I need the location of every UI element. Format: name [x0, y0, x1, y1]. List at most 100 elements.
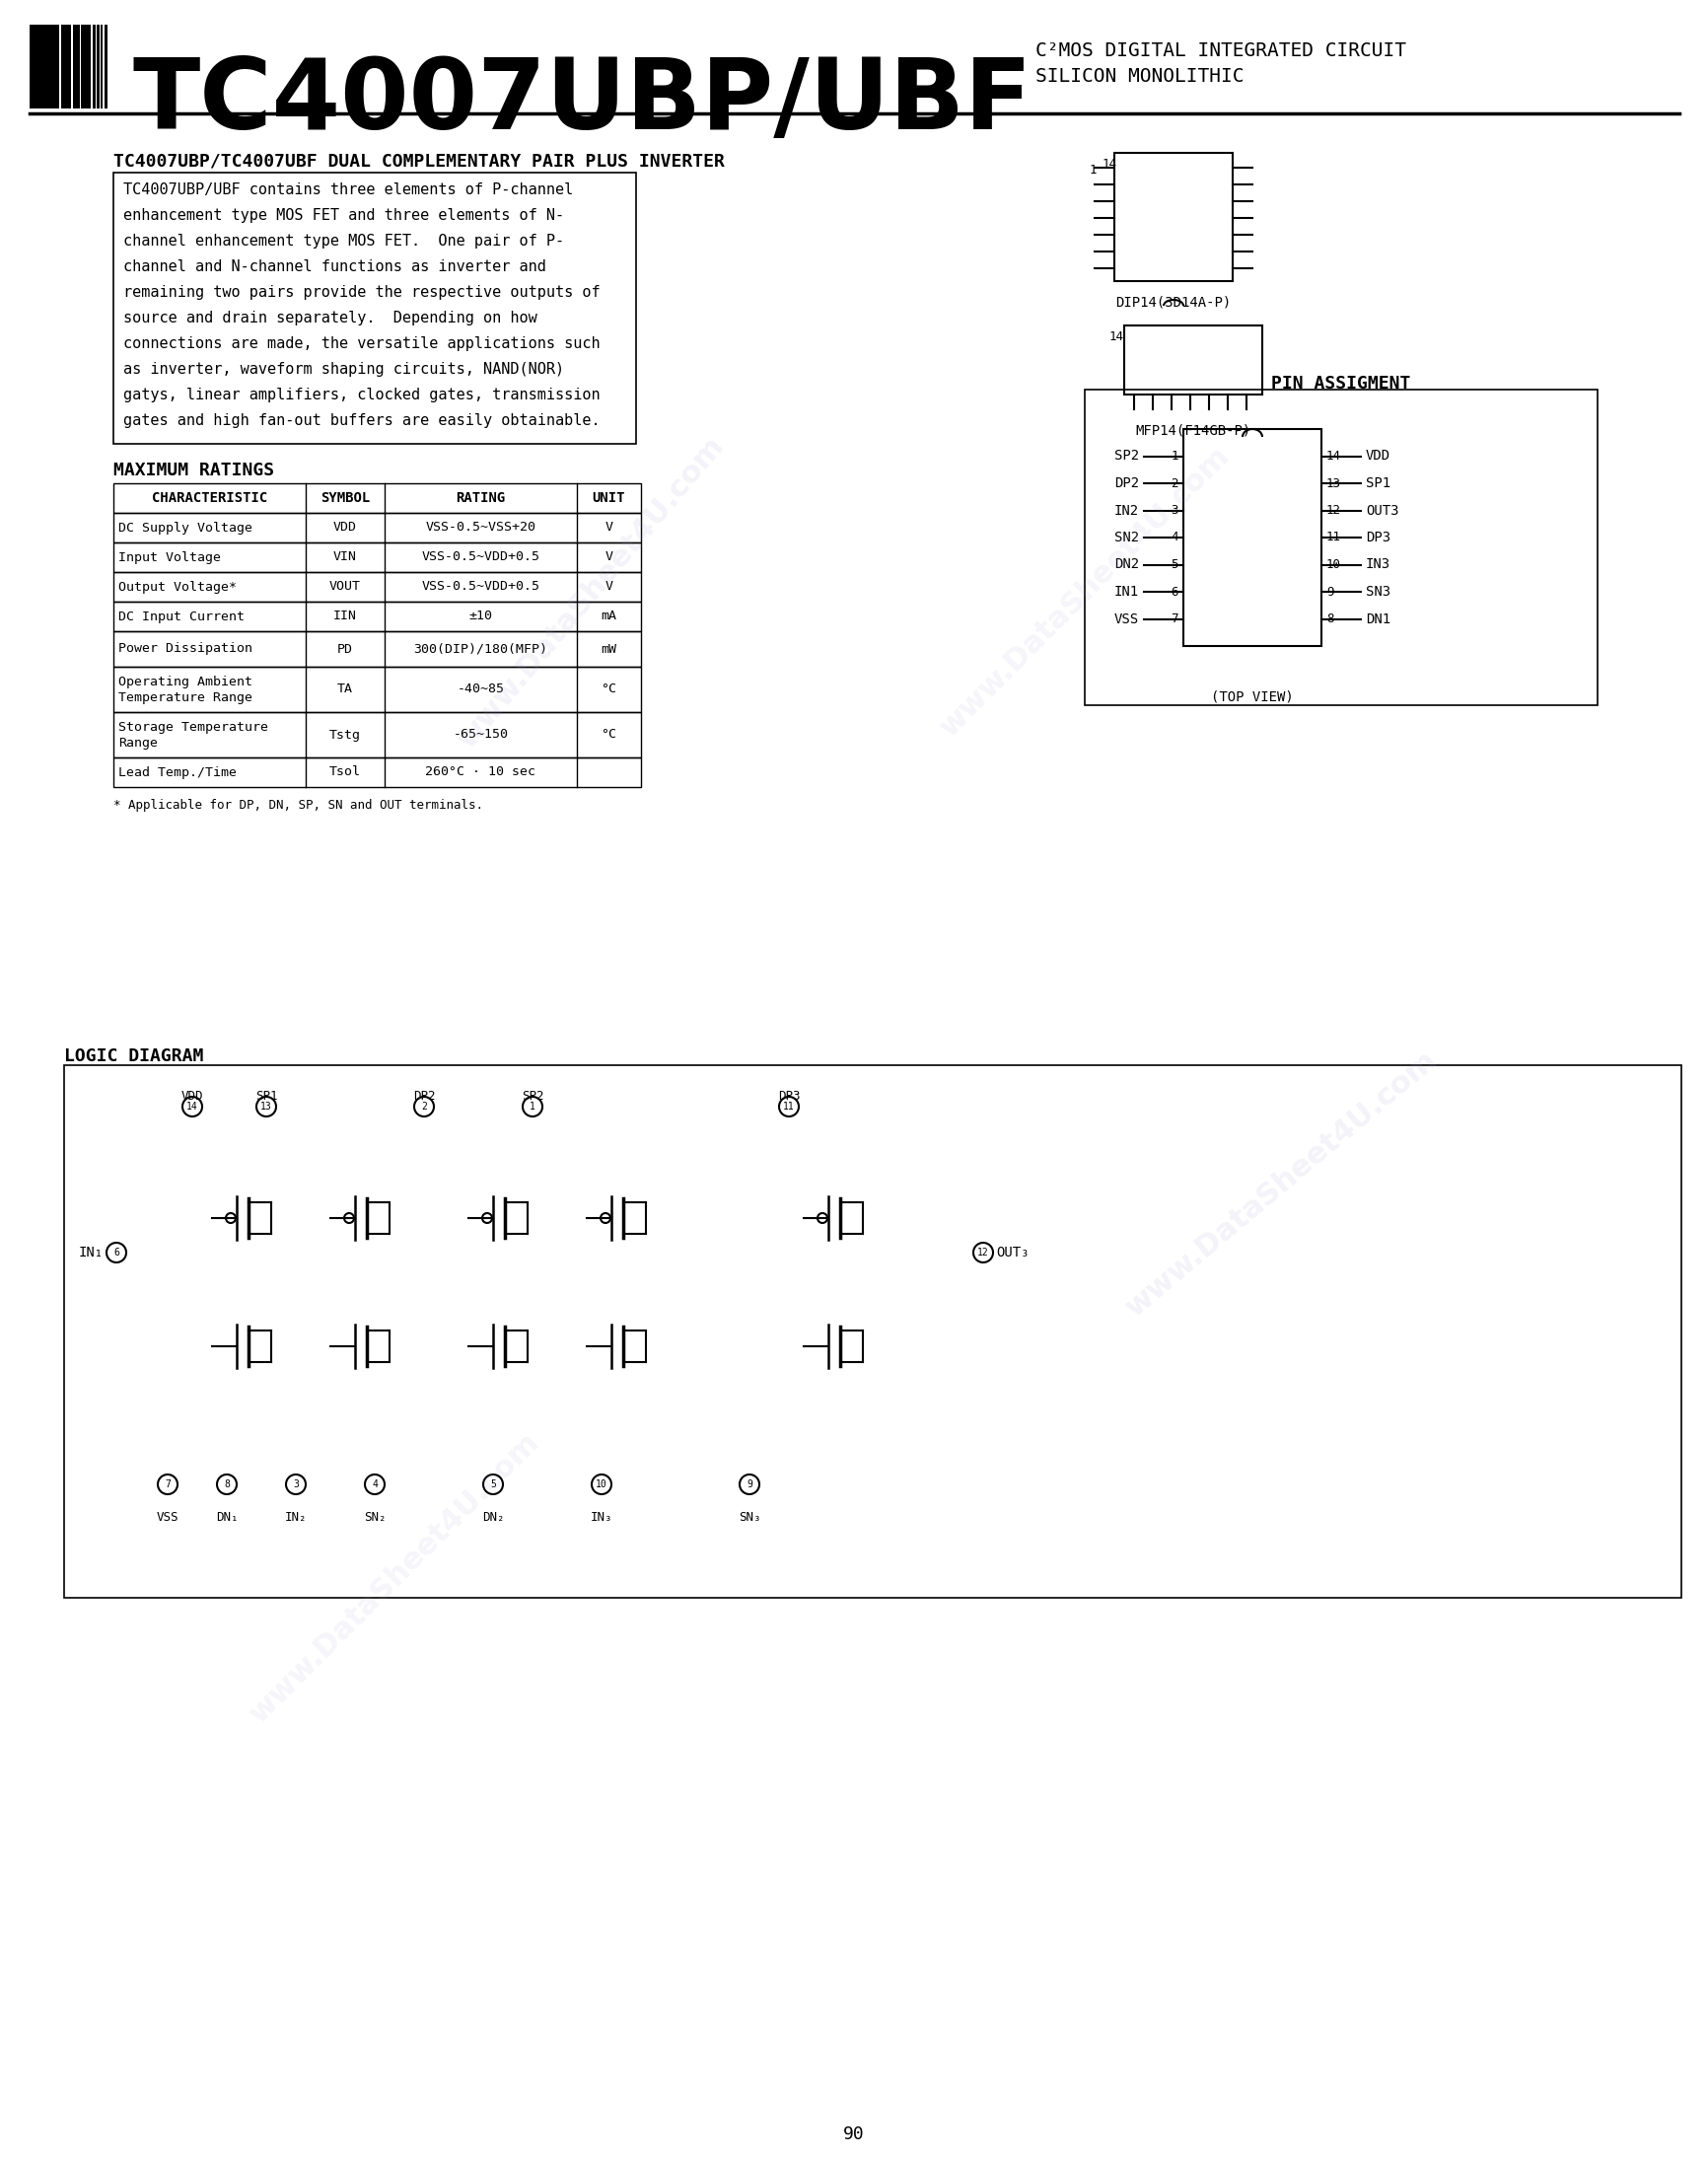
Text: DP2: DP2 [1114, 477, 1138, 490]
Text: Output Voltage*: Output Voltage* [118, 580, 236, 593]
Bar [92, 24, 96, 108]
Text: SN2: SN2 [1114, 531, 1138, 544]
Text: °C: °C [601, 729, 617, 742]
Text: -65~150: -65~150 [453, 729, 507, 742]
Text: 260°C · 10 sec: 260°C · 10 sec [425, 766, 536, 779]
Text: MAXIMUM RATINGS: MAXIMUM RATINGS [113, 462, 273, 479]
Text: -40~85: -40~85 [456, 684, 504, 697]
Text: www.DataSheet4U.com: www.DataSheet4U.com [453, 431, 729, 753]
Text: DC Supply Voltage: DC Supply Voltage [118, 522, 253, 535]
Bar [113, 712, 640, 757]
Bar [101, 24, 104, 108]
Text: 1: 1 [1090, 164, 1097, 177]
Text: 14: 14 [1108, 330, 1124, 343]
Text: IN₁: IN₁ [79, 1247, 104, 1260]
Text: 12: 12 [977, 1247, 989, 1258]
Circle shape [256, 1096, 277, 1117]
Bar [113, 602, 640, 632]
Text: CHARACTERISTIC: CHARACTERISTIC [152, 492, 266, 505]
Text: 6: 6 [113, 1247, 120, 1258]
Circle shape [413, 1096, 434, 1117]
Text: VDD: VDD [181, 1089, 203, 1102]
Text: 3: 3 [292, 1480, 299, 1488]
Bar [41, 24, 44, 108]
Text: 14: 14 [1102, 157, 1117, 170]
Text: IN₂: IN₂ [285, 1512, 307, 1523]
Text: 8: 8 [1325, 613, 1332, 626]
Text: SP1: SP1 [1365, 477, 1390, 490]
Text: TC4007UBP/UBF contains three elements of P-channel: TC4007UBP/UBF contains three elements of… [123, 183, 572, 196]
Text: IN1: IN1 [1114, 585, 1138, 600]
Text: SYMBOL: SYMBOL [319, 492, 369, 505]
Bar [113, 572, 640, 602]
Text: gates and high fan-out buffers are easily obtainable.: gates and high fan-out buffers are easil… [123, 414, 600, 427]
Circle shape [217, 1475, 236, 1495]
Text: RATING: RATING [456, 492, 506, 505]
Text: Operating Ambient: Operating Ambient [118, 675, 253, 688]
Bar [53, 24, 58, 108]
Text: IN₃: IN₃ [589, 1512, 611, 1523]
Text: Input Voltage: Input Voltage [118, 550, 220, 563]
Text: 8: 8 [224, 1480, 229, 1488]
Text: IN3: IN3 [1365, 559, 1390, 572]
Text: 3: 3 [1170, 505, 1179, 518]
Bar [65, 1066, 1681, 1598]
Circle shape [779, 1096, 798, 1117]
Text: enhancement type MOS FET and three elements of N-: enhancement type MOS FET and three eleme… [123, 207, 564, 222]
Text: C²MOS DIGITAL INTEGRATED CIRCUIT: C²MOS DIGITAL INTEGRATED CIRCUIT [1035, 41, 1406, 60]
Text: Tstg: Tstg [330, 729, 360, 742]
Bar [56, 24, 61, 108]
Text: VSS: VSS [1114, 613, 1138, 626]
Text: * Applicable for DP, DN, SP, SN and OUT terminals.: * Applicable for DP, DN, SP, SN and OUT … [113, 798, 483, 811]
Text: 1: 1 [1170, 451, 1179, 462]
Text: SILICON MONOLITHIC: SILICON MONOLITHIC [1035, 67, 1243, 86]
Text: 11: 11 [782, 1102, 794, 1111]
Text: www.DataSheet4U.com: www.DataSheet4U.com [934, 442, 1235, 742]
Bar [1124, 326, 1262, 395]
Text: DP3: DP3 [1365, 531, 1390, 544]
Text: Range: Range [118, 736, 157, 748]
Bar [38, 24, 39, 108]
Text: 9: 9 [1325, 585, 1332, 597]
Text: SP1: SP1 [254, 1089, 277, 1102]
Text: source and drain separately.  Depending on how: source and drain separately. Depending o… [123, 311, 536, 326]
Bar [104, 24, 108, 108]
Bar [77, 24, 80, 108]
Text: remaining two pairs provide the respective outputs of: remaining two pairs provide the respecti… [123, 285, 600, 300]
Circle shape [183, 1096, 202, 1117]
Text: (TOP VIEW): (TOP VIEW) [1211, 690, 1293, 703]
Bar [61, 24, 65, 108]
Bar [113, 667, 640, 712]
Text: 13: 13 [260, 1102, 272, 1111]
Text: V: V [605, 550, 613, 563]
Text: 12: 12 [1325, 505, 1341, 518]
Circle shape [482, 1212, 492, 1223]
Text: 11: 11 [1325, 531, 1341, 544]
Text: VSS: VSS [157, 1512, 179, 1523]
Text: SP2: SP2 [1114, 449, 1138, 464]
Text: DN₂: DN₂ [482, 1512, 504, 1523]
Bar [34, 24, 36, 108]
Text: mW: mW [601, 643, 617, 656]
Text: 5: 5 [490, 1480, 495, 1488]
Circle shape [157, 1475, 178, 1495]
Text: SP2: SP2 [521, 1089, 543, 1102]
Circle shape [591, 1475, 611, 1495]
Text: PIN ASSIGMENT: PIN ASSIGMENT [1271, 375, 1411, 393]
Text: VIN: VIN [333, 550, 357, 563]
Text: www.DataSheet4U.com: www.DataSheet4U.com [244, 1428, 545, 1728]
Text: channel enhancement type MOS FET.  One pair of P-: channel enhancement type MOS FET. One pa… [123, 233, 564, 248]
Text: 13: 13 [1325, 477, 1341, 490]
Text: 9: 9 [746, 1480, 752, 1488]
Circle shape [225, 1212, 236, 1223]
Circle shape [106, 1242, 126, 1262]
Bar [113, 541, 640, 572]
Text: VSS-0.5~VSS+20: VSS-0.5~VSS+20 [425, 522, 536, 535]
Text: PD: PD [336, 643, 354, 656]
Text: gatys, linear amplifiers, clocked gates, transmission: gatys, linear amplifiers, clocked gates,… [123, 388, 600, 403]
Circle shape [523, 1096, 541, 1117]
Text: 5: 5 [1170, 559, 1179, 572]
Bar [68, 24, 73, 108]
Text: Lead Temp./Time: Lead Temp./Time [118, 766, 236, 779]
Circle shape [600, 1212, 610, 1223]
